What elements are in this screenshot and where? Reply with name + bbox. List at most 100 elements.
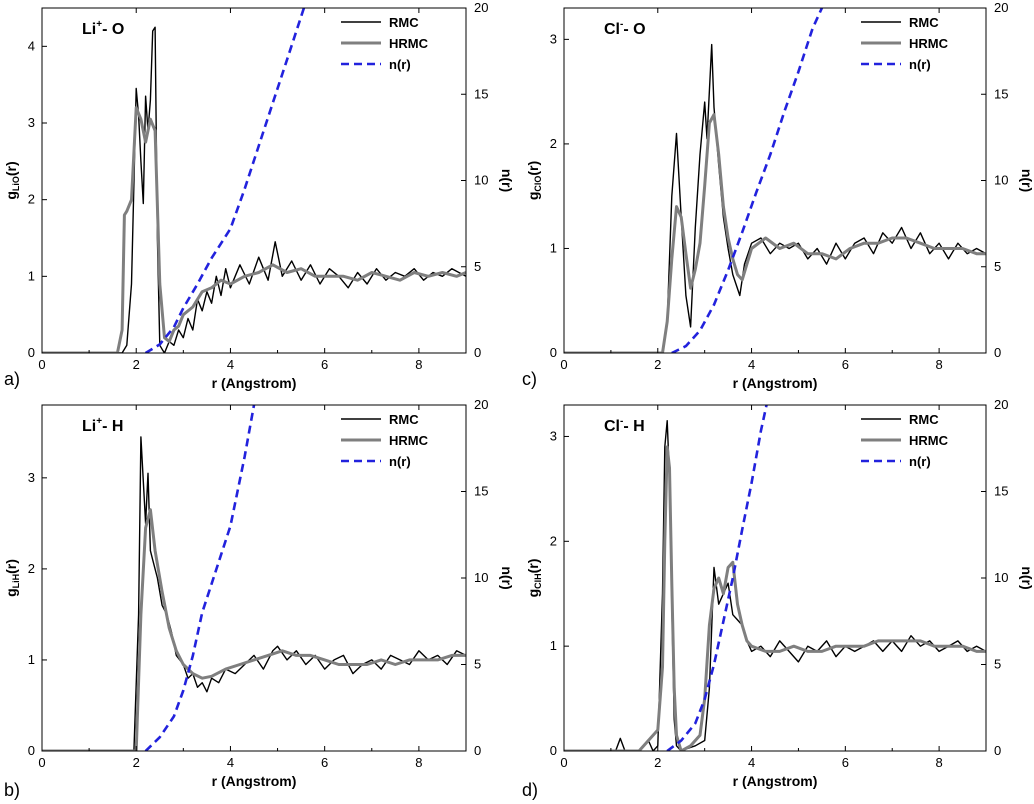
x-tick-label: 8 — [415, 357, 422, 372]
y-tick-label: 3 — [28, 470, 35, 485]
y-tick-label: 3 — [550, 428, 557, 443]
x-tick-label: 6 — [842, 357, 849, 372]
panel-title: Li+- H — [82, 416, 123, 435]
series-group — [42, 405, 466, 751]
panel-title: Cl-- H — [604, 416, 645, 435]
series-line-hrmc — [564, 113, 986, 353]
series-line-rmc — [564, 420, 986, 751]
y2-tick-label: 15 — [474, 484, 488, 499]
x-tick-label: 2 — [133, 357, 140, 372]
y2-tick-label: 0 — [474, 743, 481, 758]
y-axis-title: gClH(r) — [525, 559, 543, 598]
legend-label: RMC — [389, 412, 419, 427]
legend-label: HRMC — [389, 36, 429, 51]
legend-label: n(r) — [389, 57, 411, 72]
panel-letter: a) — [4, 369, 20, 389]
series-line-rmc — [564, 43, 986, 353]
x-tick-label: 0 — [38, 357, 45, 372]
x-axis-title: r (Angstrom) — [733, 773, 818, 789]
legend-label: n(r) — [909, 454, 931, 469]
y2-tick-label: 5 — [994, 657, 1001, 672]
y-tick-label: 0 — [550, 345, 557, 360]
x-tick-label: 0 — [560, 357, 567, 372]
legend-label: HRMC — [389, 433, 429, 448]
panel-title: Cl-- O — [604, 19, 646, 38]
x-tick-label: 6 — [842, 755, 849, 770]
y2-axis-title: n(r) — [1019, 169, 1034, 192]
y2-tick-label: 0 — [994, 743, 1001, 758]
y2-tick-label: 5 — [994, 259, 1001, 274]
y2-tick-label: 20 — [474, 397, 488, 412]
y-tick-label: 1 — [28, 268, 35, 283]
y2-tick-label: 5 — [474, 259, 481, 274]
y-tick-label: 0 — [550, 743, 557, 758]
chart-panel-a: 0 2 4 6 8 0 1 2 3 4 0 5 10 15 20 r (Angstrom) gLiO(r) n(r… — [3, 0, 515, 391]
y-tick-label: 4 — [28, 38, 35, 53]
y2-tick-label: 15 — [994, 86, 1008, 101]
panel-title: Li+- O — [82, 19, 124, 38]
y-tick-label: 2 — [28, 192, 35, 207]
x-tick-label: 4 — [748, 755, 755, 770]
y2-tick-label: 0 — [994, 345, 1001, 360]
y-tick-label: 1 — [550, 240, 557, 255]
x-tick-label: 8 — [415, 755, 422, 770]
x-axis-title: r (Angstrom) — [212, 773, 297, 789]
x-tick-label: 4 — [227, 755, 234, 770]
x-tick-label: 0 — [38, 755, 45, 770]
x-tick-label: 2 — [654, 357, 661, 372]
y-tick-label: 0 — [28, 345, 35, 360]
y-tick-label: 2 — [550, 136, 557, 151]
y2-axis-title: n(r) — [499, 566, 515, 589]
y2-tick-label: 0 — [474, 345, 481, 360]
chart-panel-b: 0 2 4 6 8 0 1 2 3 0 5 10 15 20 r (Angstrom) gLiH(r) n(r)… — [3, 397, 515, 800]
x-axis-title: r (Angstrom) — [212, 375, 297, 391]
x-tick-label: 0 — [560, 755, 567, 770]
y-axis-title: gClO(r) — [525, 161, 543, 200]
y-tick-label: 2 — [550, 533, 557, 548]
x-tick-label: 4 — [748, 357, 755, 372]
y-tick-label: 1 — [550, 638, 557, 653]
y2-tick-label: 20 — [994, 0, 1008, 15]
series-line-hrmc — [42, 106, 466, 353]
legend-label: n(r) — [909, 57, 931, 72]
y2-tick-label: 5 — [474, 657, 481, 672]
legend-label: HRMC — [909, 433, 949, 448]
y2-tick-label: 10 — [994, 570, 1008, 585]
panel-letter: d) — [522, 780, 538, 800]
series-line-nr — [144, 405, 256, 751]
y-axis-title: gLiH(r) — [3, 559, 21, 597]
y2-tick-label: 10 — [994, 173, 1008, 188]
y2-tick-label: 15 — [994, 484, 1008, 499]
legend-label: RMC — [909, 412, 939, 427]
y2-axis-title: n(r) — [499, 169, 515, 192]
x-tick-label: 2 — [133, 755, 140, 770]
y-tick-label: 1 — [28, 652, 35, 667]
series-line-rmc — [42, 26, 466, 353]
legend-label: RMC — [389, 15, 419, 30]
series-line-nr — [144, 8, 306, 353]
series-line-nr — [671, 8, 824, 353]
y2-axis-title: n(r) — [1019, 566, 1034, 589]
legend-label: RMC — [909, 15, 939, 30]
panel-letter: c) — [522, 369, 537, 389]
y2-tick-label: 20 — [994, 397, 1008, 412]
series-line-hrmc — [564, 445, 986, 751]
y2-tick-label: 10 — [474, 570, 488, 585]
chart-panel-c: 0 2 4 6 8 0 1 2 3 0 5 10 15 20 r (Angstrom) gClO(r) n(r)… — [522, 0, 1034, 391]
panel-letter: b) — [4, 780, 20, 800]
x-tick-label: 8 — [935, 357, 942, 372]
x-tick-label: 6 — [321, 755, 328, 770]
y2-tick-label: 20 — [474, 0, 488, 15]
legend-label: n(r) — [389, 454, 411, 469]
y-axis-title: gLiO(r) — [3, 161, 21, 199]
y2-tick-label: 15 — [474, 86, 488, 101]
series-line-hrmc — [42, 508, 466, 751]
y2-tick-label: 10 — [474, 173, 488, 188]
x-tick-label: 8 — [935, 755, 942, 770]
series-group — [42, 8, 466, 353]
y-tick-label: 2 — [28, 561, 35, 576]
series-line-nr — [666, 405, 768, 751]
series-group — [564, 8, 986, 353]
series-group — [564, 405, 986, 751]
